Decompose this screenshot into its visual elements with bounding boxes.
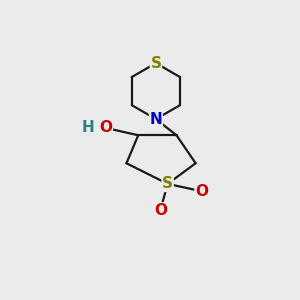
Text: N: N xyxy=(149,112,162,127)
Text: O: O xyxy=(154,203,167,218)
Text: S: S xyxy=(150,56,161,70)
Text: H: H xyxy=(82,120,94,135)
Text: S: S xyxy=(162,176,173,191)
Text: O: O xyxy=(195,184,208,199)
Text: O: O xyxy=(99,120,112,135)
